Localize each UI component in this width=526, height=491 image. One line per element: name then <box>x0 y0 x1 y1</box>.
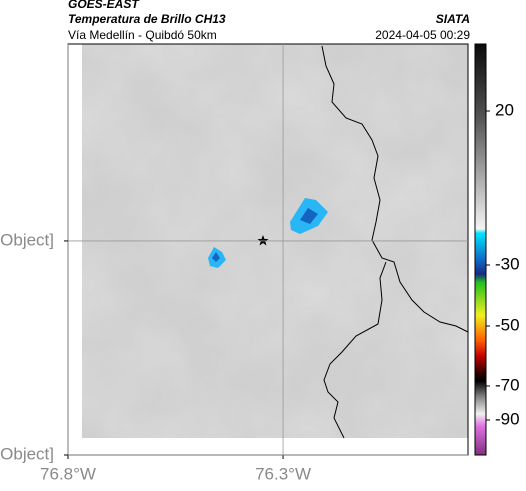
product: Temperatura de Brillo CH13 <box>68 12 226 26</box>
border <box>321 45 469 439</box>
cold-cloud-core <box>300 208 318 224</box>
colorbar-label: -30 <box>495 254 520 273</box>
x-tick-label: 76.3°W <box>255 464 311 483</box>
route: Vía Medellín - Quibdó 50km <box>68 28 217 42</box>
colorbar-label: -90 <box>495 409 520 428</box>
y-tick-label: [object Object] <box>0 444 54 463</box>
colorbar-label: -70 <box>495 375 520 394</box>
location-marker <box>257 235 269 246</box>
colorbar <box>474 43 487 456</box>
source: GOES-EAST <box>68 0 140 11</box>
colorbar-label: 20 <box>495 100 514 119</box>
timestamp: 2024-04-05 00:29 <box>375 28 470 42</box>
colorbar-label: -50 <box>495 315 520 334</box>
y-tick-label: [object Object] <box>0 230 54 249</box>
cold-cloud-core <box>212 252 220 262</box>
x-tick-label: 76.8°W <box>40 464 96 483</box>
agency: SIATA <box>436 12 470 26</box>
